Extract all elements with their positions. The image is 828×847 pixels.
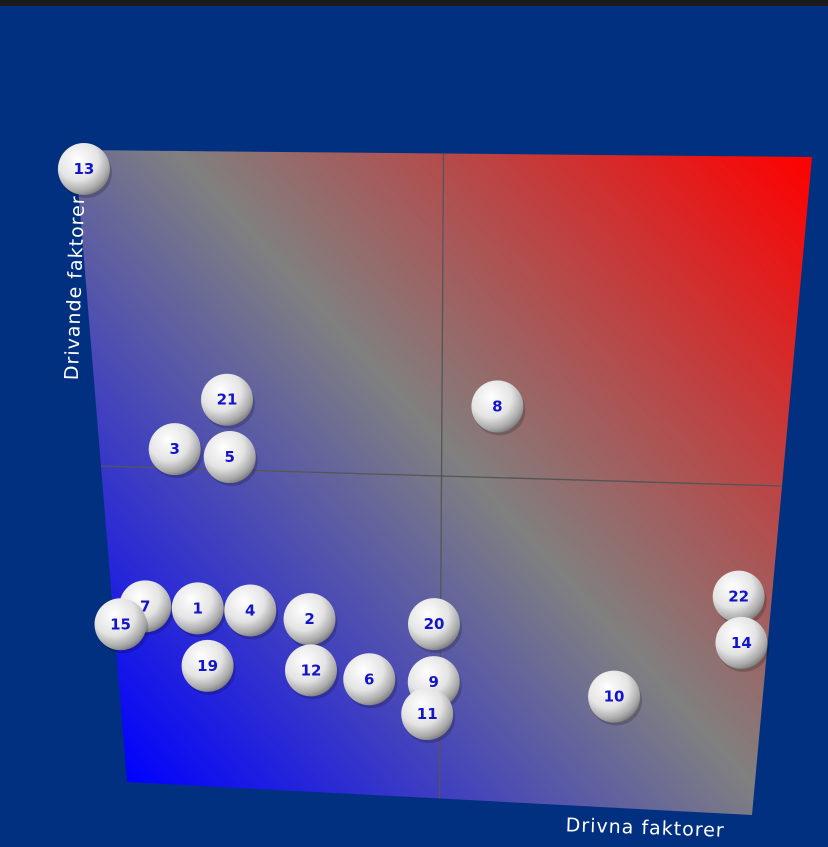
point-ball xyxy=(715,616,768,669)
point-label: 13 xyxy=(73,160,94,178)
point-label: 2 xyxy=(304,610,314,628)
point-ball xyxy=(588,670,641,723)
data-point-10: 10 xyxy=(588,670,643,726)
data-point-15: 15 xyxy=(94,598,149,654)
data-point-20: 20 xyxy=(408,598,463,654)
plot-plane xyxy=(75,150,812,815)
point-ball xyxy=(471,380,524,433)
data-point-6: 6 xyxy=(343,653,398,709)
point-label: 8 xyxy=(492,397,502,415)
data-point-13: 13 xyxy=(57,143,112,199)
point-ball xyxy=(57,143,110,196)
point-label: 9 xyxy=(429,673,439,691)
point-label: 7 xyxy=(140,597,150,615)
point-label: 20 xyxy=(424,615,445,633)
point-label: 6 xyxy=(364,670,374,688)
point-label: 3 xyxy=(170,440,180,458)
data-point-12: 12 xyxy=(285,644,340,700)
point-label: 22 xyxy=(728,588,749,606)
point-ball xyxy=(343,653,396,706)
point-ball xyxy=(283,593,336,646)
data-point-14: 14 xyxy=(715,616,770,672)
point-label: 19 xyxy=(197,657,218,675)
point-label: 5 xyxy=(225,448,235,466)
point-ball xyxy=(148,423,201,476)
point-ball xyxy=(712,570,765,623)
point-ball xyxy=(401,688,454,741)
data-point-22: 22 xyxy=(712,570,767,626)
data-point-5: 5 xyxy=(203,431,258,487)
point-ball xyxy=(201,373,254,426)
data-point-11: 11 xyxy=(401,688,456,744)
point-label: 10 xyxy=(604,688,625,706)
data-point-1: 1 xyxy=(171,582,226,638)
data-point-19: 19 xyxy=(181,639,236,695)
point-ball xyxy=(408,598,461,651)
point-ball xyxy=(94,598,147,651)
data-point-2: 2 xyxy=(283,593,338,649)
point-label: 21 xyxy=(217,391,238,409)
point-label: 1 xyxy=(193,599,203,617)
data-point-4: 4 xyxy=(224,584,279,640)
point-label: 14 xyxy=(731,634,752,652)
data-point-8: 8 xyxy=(471,380,526,436)
top-border xyxy=(0,0,828,6)
point-label: 15 xyxy=(110,615,131,633)
point-ball xyxy=(171,582,224,635)
point-label: 4 xyxy=(245,601,255,619)
point-ball xyxy=(181,639,234,692)
point-ball xyxy=(285,644,338,697)
point-label: 12 xyxy=(301,661,322,679)
point-ball xyxy=(224,584,277,637)
point-ball xyxy=(203,431,256,484)
data-point-3: 3 xyxy=(148,423,203,479)
point-label: 11 xyxy=(417,705,438,723)
data-point-21: 21 xyxy=(201,373,256,429)
